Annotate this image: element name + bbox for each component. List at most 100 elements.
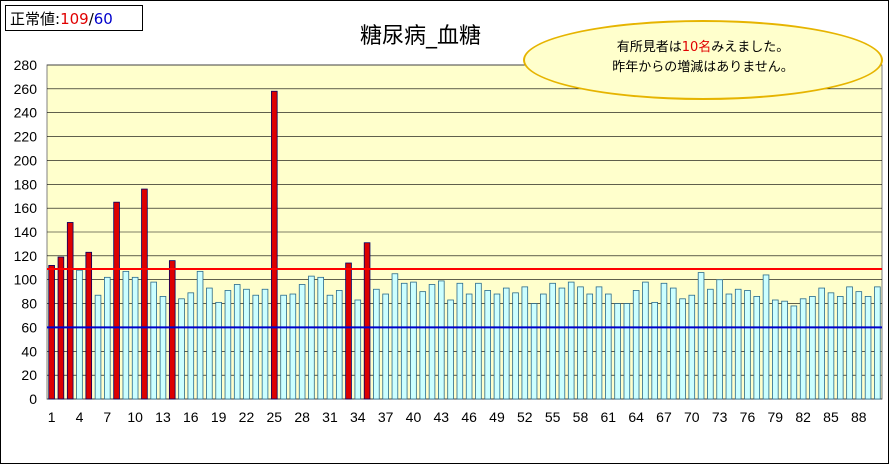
- bar-38: [391, 273, 399, 400]
- bar-70: [688, 294, 696, 400]
- x-tick-label: 10: [127, 409, 143, 425]
- bar-43: [438, 280, 445, 400]
- x-tick-label: 43: [434, 409, 450, 425]
- bar-83: [809, 296, 816, 400]
- bar-32: [335, 290, 343, 400]
- x-tick-label: 25: [267, 409, 283, 425]
- bar-56: [558, 287, 566, 400]
- bar-74: [725, 293, 733, 400]
- x-tick-label: 40: [406, 409, 422, 425]
- x-tick-label: 52: [517, 409, 533, 425]
- bar-46: [465, 293, 473, 400]
- normal-value-separator: /: [88, 10, 94, 28]
- x-tick-label: 55: [545, 409, 561, 425]
- callout-text-post: みえました。: [711, 40, 790, 55]
- y-tick-label: 200: [14, 152, 38, 168]
- y-tick-label: 40: [21, 343, 37, 359]
- y-tick-label: 60: [21, 319, 37, 335]
- bar-80: [781, 300, 788, 400]
- bar-13: [159, 296, 167, 400]
- bar-71: [697, 272, 705, 400]
- y-tick-label: 120: [14, 248, 38, 264]
- bar-87: [846, 286, 853, 400]
- bar-11: [141, 188, 148, 400]
- callout-line-1: 有所見者は10名みえました。: [525, 38, 881, 58]
- callout-text-pre: 有所見者は: [616, 40, 682, 55]
- x-tick-label: 88: [851, 409, 867, 425]
- bar-78: [762, 274, 770, 400]
- bar-17: [196, 270, 204, 400]
- bar-76: [744, 290, 751, 400]
- bar-5: [85, 251, 93, 400]
- bar-90: [874, 286, 881, 400]
- bar-9: [122, 270, 130, 400]
- y-tick-label: 180: [14, 176, 38, 192]
- y-tick-label: 80: [21, 296, 37, 312]
- y-tick-label: 240: [14, 105, 38, 121]
- bar-7: [104, 276, 111, 400]
- bar-45: [456, 282, 464, 400]
- x-tick-label: 1: [48, 409, 56, 425]
- y-tick-label: 140: [14, 224, 38, 240]
- bar-44: [447, 299, 454, 400]
- bar-23: [252, 294, 260, 400]
- bar-30: [317, 276, 324, 400]
- bar-84: [818, 287, 825, 400]
- bar-59: [586, 293, 594, 400]
- bar-53: [530, 303, 538, 400]
- y-tick-label: 220: [14, 129, 38, 145]
- y-tick-label: 160: [14, 200, 38, 216]
- bar-21: [233, 284, 241, 400]
- x-tick-label: 37: [378, 409, 394, 425]
- bar-20: [224, 290, 232, 400]
- y-tick-label: 100: [14, 272, 38, 288]
- bar-8: [113, 201, 120, 400]
- x-tick-label: 82: [795, 409, 811, 425]
- x-tick-label: 34: [350, 409, 366, 425]
- bar-36: [373, 288, 380, 400]
- bar-37: [382, 293, 389, 400]
- chart-title: 糖尿病_血糖: [360, 24, 482, 49]
- x-tick-label: 70: [684, 409, 700, 425]
- bar-85: [827, 292, 835, 400]
- x-tick-label: 31: [322, 409, 338, 425]
- bar-29: [308, 275, 315, 400]
- x-tick-label: 67: [656, 409, 672, 425]
- x-tick-label: 7: [103, 409, 111, 425]
- bar-73: [716, 279, 723, 400]
- bar-27: [289, 293, 297, 400]
- x-tick-label: 16: [183, 409, 199, 425]
- x-tick-label: 4: [76, 409, 84, 425]
- bar-60: [595, 286, 603, 400]
- bar-66: [651, 301, 658, 400]
- bar-4: [76, 269, 83, 400]
- bar-79: [772, 299, 779, 400]
- bar-25: [271, 90, 278, 400]
- bar-1: [48, 264, 55, 400]
- x-tick-label: 73: [712, 409, 728, 425]
- bar-34: [354, 299, 362, 400]
- bar-39: [400, 282, 408, 400]
- bar-61: [605, 293, 612, 400]
- bar-16: [187, 292, 195, 400]
- callout-ellipse: 有所見者は10名みえました。 昨年からの増減はありません。: [523, 20, 883, 100]
- bar-88: [855, 291, 863, 400]
- normal-value-box: 正常値:109/60: [5, 5, 143, 31]
- x-tick-label: 49: [489, 409, 505, 425]
- y-tick-label: 280: [14, 57, 38, 73]
- callout-line-2: 昨年からの増減はありません。: [612, 60, 794, 75]
- bar-54: [540, 293, 547, 400]
- bar-75: [734, 288, 742, 400]
- bar-67: [660, 282, 668, 400]
- bar-52: [521, 286, 529, 400]
- bar-58: [577, 286, 584, 400]
- bar-28: [298, 284, 306, 400]
- callout-count: 10名: [681, 40, 712, 55]
- bar-77: [753, 296, 761, 400]
- x-tick-label: 79: [768, 409, 784, 425]
- y-tick-label: 0: [29, 391, 37, 407]
- bar-14: [168, 260, 176, 400]
- bar-22: [243, 288, 250, 400]
- x-tick-label: 76: [740, 409, 756, 425]
